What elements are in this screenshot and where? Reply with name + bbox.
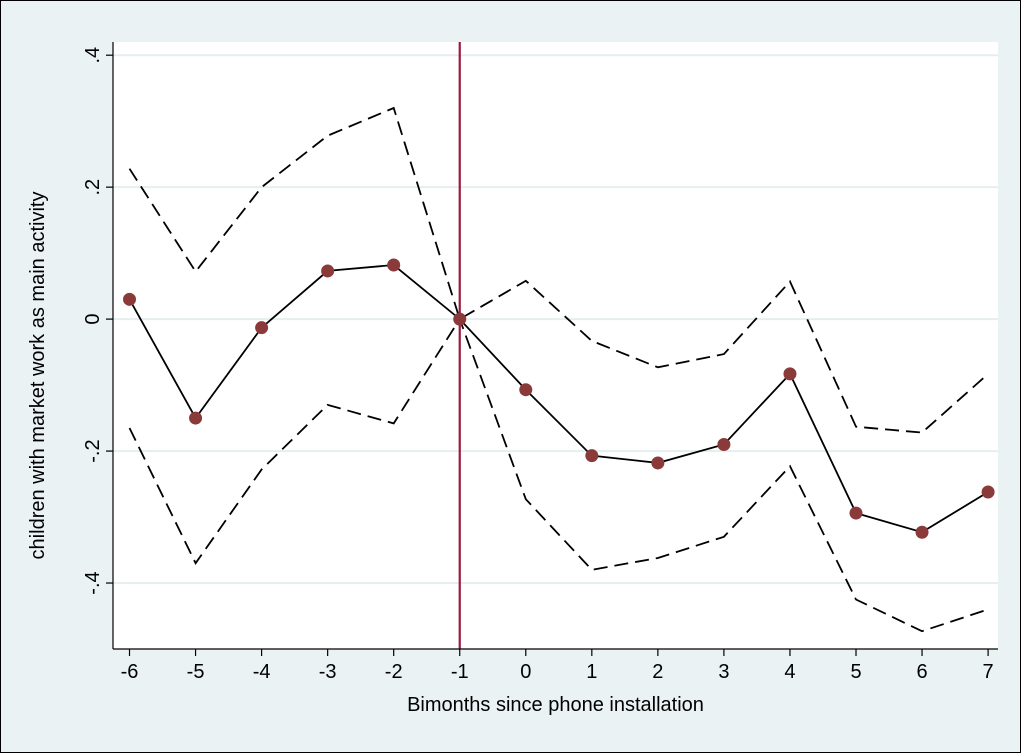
y-tick-label-1: -.2 — [82, 439, 104, 462]
point-marker-2 — [255, 321, 269, 335]
x-tick-label-1: -5 — [187, 661, 205, 683]
x-tick-label-5: -1 — [451, 661, 469, 683]
x-tick-label-10: 4 — [784, 661, 795, 683]
point-marker-12 — [915, 525, 929, 539]
point-marker-13 — [981, 485, 995, 499]
point-marker-5 — [453, 312, 467, 326]
series-line-estimate — [128, 264, 989, 534]
series-markers — [123, 258, 995, 539]
gridlines — [113, 54, 998, 585]
y-tick-label-4: .4 — [82, 47, 104, 64]
point-marker-8 — [651, 456, 665, 470]
x-tick-label-2: -4 — [253, 661, 271, 683]
y-ticks: -.4 -.2 0 .2 .4 — [82, 47, 113, 595]
y-axis-title: children with market work as main activi… — [27, 192, 49, 560]
point-marker-6 — [519, 383, 533, 397]
x-tick-label-13: 7 — [983, 661, 994, 683]
y-tick-label-0: -.4 — [82, 571, 104, 594]
point-marker-9 — [717, 437, 731, 451]
plot-area — [113, 42, 998, 649]
point-marker-10 — [783, 367, 797, 381]
x-tick-label-3: -3 — [319, 661, 337, 683]
series-lines — [128, 106, 989, 633]
x-tick-label-9: 3 — [718, 661, 729, 683]
y-tick-label-3: .2 — [82, 179, 104, 196]
point-marker-1 — [189, 411, 203, 425]
point-marker-4 — [387, 258, 401, 272]
x-axis-title: Bimonths since phone installation — [407, 694, 704, 716]
point-marker-11 — [849, 506, 863, 520]
y-tick-label-2: 0 — [82, 314, 104, 325]
x-ticks: -6 -5 -4 -3 -2 -1 0 1 2 3 4 5 6 7 — [121, 649, 994, 683]
series-line-upper-ci — [128, 106, 989, 434]
x-tick-label-12: 6 — [916, 661, 927, 683]
x-tick-label-8: 2 — [652, 661, 663, 683]
point-marker-0 — [123, 292, 137, 306]
x-tick-label-0: -6 — [121, 661, 139, 683]
x-tick-label-4: -2 — [385, 661, 403, 683]
point-marker-7 — [585, 449, 599, 463]
axes — [112, 42, 998, 650]
point-marker-3 — [321, 264, 335, 278]
x-tick-label-7: 1 — [586, 661, 597, 683]
series-line-lower-ci — [128, 317, 989, 633]
x-tick-label-11: 5 — [850, 661, 861, 683]
x-tick-label-6: 0 — [520, 661, 531, 683]
